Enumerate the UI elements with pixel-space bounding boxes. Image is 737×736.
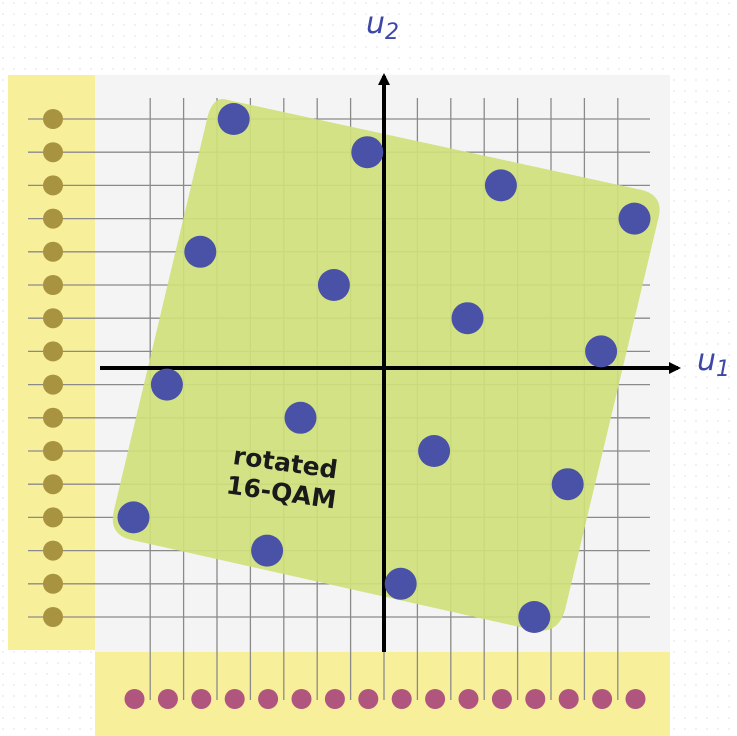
y-axis-projections <box>43 109 63 627</box>
constellation-point <box>551 468 584 501</box>
rotated-qam-region <box>112 99 660 631</box>
constellation-point <box>217 103 250 135</box>
y-projection-dot <box>43 441 63 461</box>
y-projection-dot <box>43 607 63 627</box>
x-projection-dot <box>358 689 379 709</box>
x-projection-dot <box>525 689 546 709</box>
constellation-point <box>585 335 618 368</box>
y-projection-dot <box>43 175 63 196</box>
y-projection-dot <box>43 241 63 262</box>
y-projection-dot <box>43 341 63 362</box>
u2-axis-label: u2 <box>366 6 399 45</box>
constellation-point <box>317 269 350 301</box>
x-projection-dot <box>124 689 145 709</box>
constellation-point <box>484 169 517 202</box>
y-projection-dot <box>43 374 63 395</box>
constellation-point <box>184 235 217 268</box>
x-projection-dot <box>191 689 212 709</box>
y-projection-dot <box>43 573 63 594</box>
x-projection-dot <box>425 689 446 709</box>
y-projection-dot <box>43 275 63 295</box>
y-projection-dot <box>43 142 63 163</box>
constellation-point <box>150 368 183 401</box>
y-projection-dot <box>43 407 63 428</box>
x-projection-dot <box>592 689 613 709</box>
x-projection-dot <box>391 689 412 709</box>
x-projection-dot <box>291 689 312 709</box>
y-projection-dot <box>43 109 63 129</box>
y-projection-dot <box>43 540 63 561</box>
x-projection-dot <box>224 689 245 709</box>
constellation-point <box>384 567 417 600</box>
constellation-point <box>351 136 384 169</box>
x-projection-dot <box>324 689 345 709</box>
constellation-points <box>117 103 651 633</box>
u1-axis-label: u1 <box>697 343 730 382</box>
constellation-point <box>284 401 317 434</box>
x-axis-projections <box>124 689 646 709</box>
constellation-point <box>418 435 451 467</box>
y-projection-dot <box>43 208 63 229</box>
constellation-point <box>451 302 484 335</box>
constellation-point <box>618 202 651 235</box>
y-projection-dot <box>43 308 63 329</box>
constellation-point <box>251 534 284 567</box>
constellation-point <box>117 501 150 534</box>
y-projection-dot <box>43 474 63 495</box>
x-projection-dot <box>458 689 479 709</box>
x-projection-dot <box>258 689 279 709</box>
x-projection-dot <box>491 689 512 709</box>
x-projection-dot <box>558 689 579 709</box>
y-projection-dot <box>43 507 63 528</box>
x-projection-dot <box>625 689 646 709</box>
constellation-point <box>518 601 551 633</box>
x-projection-dot <box>157 689 178 709</box>
